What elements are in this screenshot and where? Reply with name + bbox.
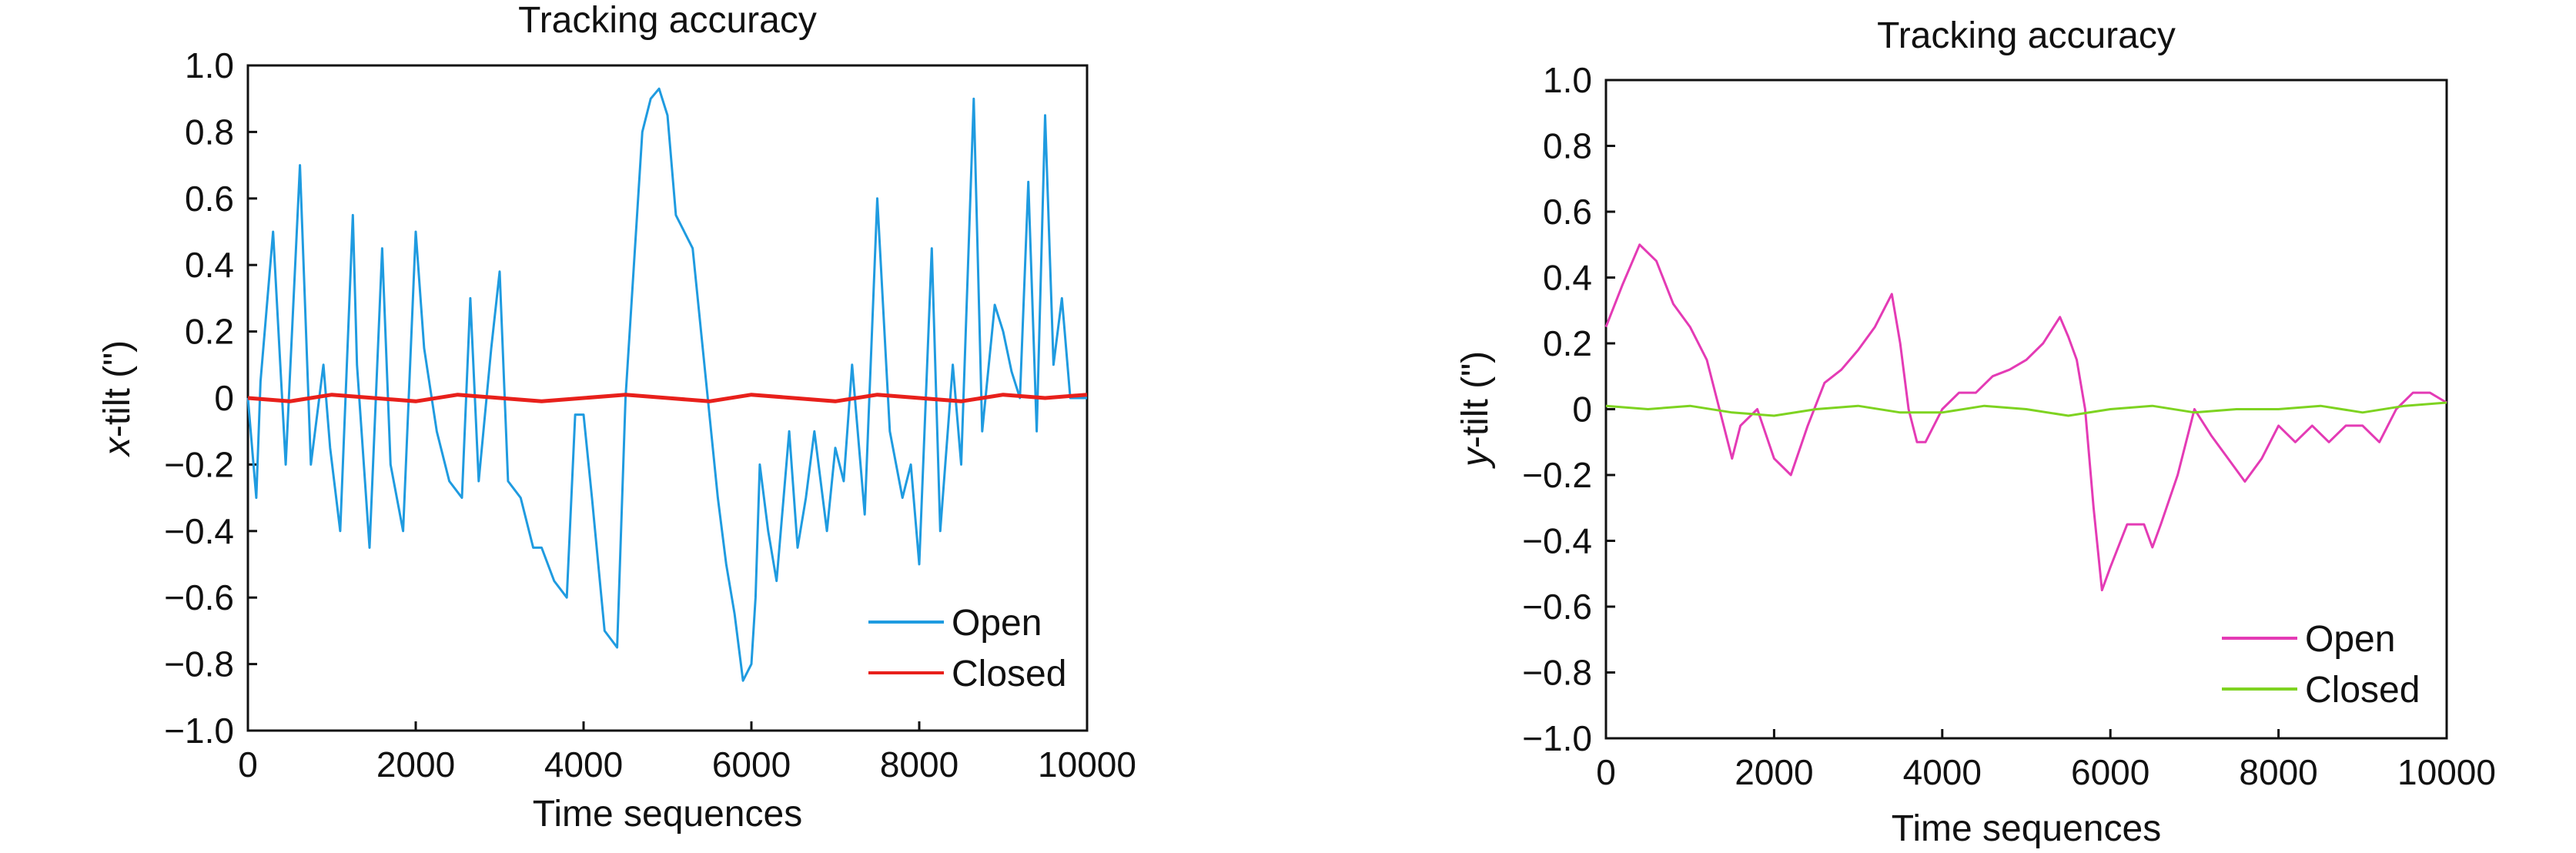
x-tick-label: 2000 — [376, 744, 455, 784]
x-tick-label: 0 — [238, 744, 258, 784]
chart-x-tilt: Tracking accuracy 0 2000 4000 6000 8000 10000… — [97, 0, 1136, 835]
y-tick-label: 0.6 — [1543, 192, 1592, 232]
series-line-closed — [1605, 401, 2447, 417]
legend: Open Closed — [2222, 619, 2420, 711]
series-line-open — [246, 87, 1087, 682]
y-axis-title-rest: -tilt (") — [97, 340, 138, 437]
series-line-open — [1604, 243, 2447, 592]
y-tick-label: −0.4 — [164, 511, 234, 551]
ticks: 0 2000 4000 6000 8000 10000 1.0 0.8 0.6 0.4 0.2 0 −0… — [1522, 60, 2496, 792]
x-tick-label: 6000 — [2071, 752, 2149, 792]
y-tick-label: −0.4 — [1522, 521, 1592, 561]
y-tick-label: −0.8 — [1522, 653, 1592, 693]
x-tick-label: 2000 — [1735, 752, 1813, 792]
y-tick-label: 1.0 — [185, 45, 234, 85]
legend-label-open: Open — [2305, 619, 2395, 660]
y-tick-label: 0.4 — [1543, 258, 1592, 298]
y-tick-label: 1.0 — [1543, 60, 1592, 100]
y-tick-label: −0.6 — [164, 577, 234, 617]
x-axis-title: Time sequences — [533, 794, 802, 835]
y-tick-label: 0.2 — [185, 312, 234, 352]
legend-label-open: Open — [952, 603, 1042, 644]
x-tick-label: 8000 — [880, 744, 958, 784]
y-tick-label: 0.2 — [1543, 323, 1592, 363]
chart-title: Tracking accuracy — [1877, 15, 2176, 56]
x-tick-label: 10000 — [2397, 752, 2496, 792]
y-tick-label: 0.6 — [185, 179, 234, 219]
chart-title: Tracking accuracy — [518, 0, 817, 41]
legend: Open Closed — [868, 603, 1066, 694]
legend-label-closed: Closed — [2305, 670, 2420, 711]
y-axis-title: x-tilt (") — [97, 340, 138, 457]
x-tick-label: 8000 — [2239, 752, 2317, 792]
x-tick-label: 6000 — [712, 744, 791, 784]
x-axis-title: Time sequences — [1892, 808, 2161, 849]
y-tick-label: 0 — [214, 378, 234, 418]
x-tick-label: 0 — [1596, 752, 1616, 792]
x-tick-label: 4000 — [1903, 752, 1982, 792]
y-tick-label: 0.8 — [1543, 126, 1592, 166]
x-tick-label: 10000 — [1038, 744, 1136, 784]
y-tick-label: 0 — [1572, 390, 1592, 430]
series-layer — [1604, 243, 2447, 592]
y-tick-label: −1.0 — [1522, 718, 1592, 758]
series-line-closed — [247, 393, 1088, 403]
y-axis-title-italic: y — [1455, 446, 1496, 469]
legend-label-closed: Closed — [952, 654, 1066, 694]
chart-y-tilt: Tracking accuracy 0 2000 4000 6000 8000 10000… — [1455, 15, 2496, 849]
y-tick-label: −0.2 — [164, 444, 234, 484]
y-axis-title: y-tilt (") — [1455, 351, 1496, 469]
y-axis-title-rest: -tilt (") — [1455, 351, 1496, 448]
series-layer — [246, 87, 1088, 682]
y-tick-label: 0.4 — [185, 245, 234, 285]
x-tick-label: 4000 — [544, 744, 623, 784]
y-tick-label: −0.8 — [164, 644, 234, 684]
y-tick-label: −1.0 — [164, 711, 234, 751]
y-tick-label: −0.6 — [1522, 587, 1592, 627]
y-tick-label: 0.8 — [185, 112, 234, 152]
ticks: 0 2000 4000 6000 8000 10000 1.0 0.8 0.6 0.4 0.2 0 −0… — [164, 45, 1136, 784]
y-tick-label: −0.2 — [1522, 455, 1592, 495]
y-axis-title-italic: x — [97, 436, 138, 457]
